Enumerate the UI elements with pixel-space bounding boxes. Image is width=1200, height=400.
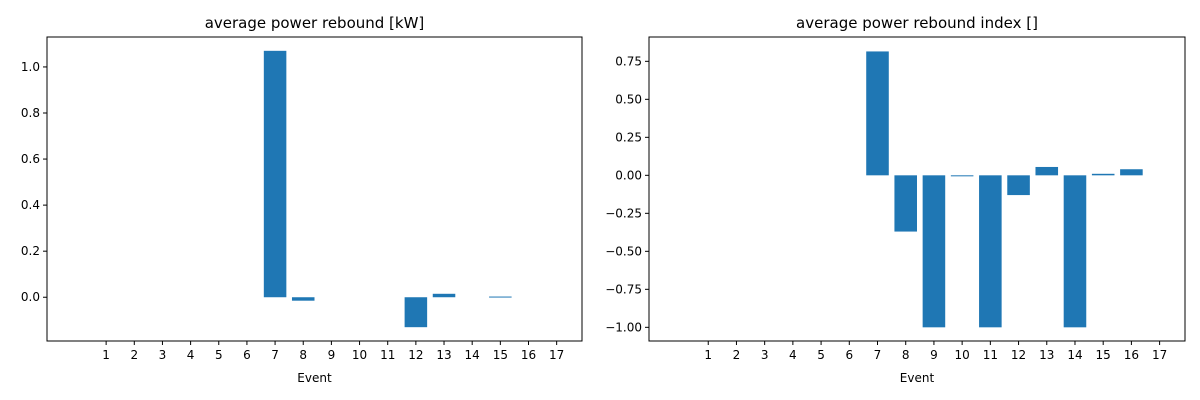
- x-tick-label: 6: [243, 348, 251, 362]
- x-tick-label: 11: [983, 348, 998, 362]
- bar-event-16: [1120, 169, 1143, 176]
- x-tick-label: 13: [1039, 348, 1054, 362]
- bar-event-15: [1091, 173, 1115, 176]
- y-tick-label: −1.00: [605, 320, 642, 334]
- x-tick-label: 5: [215, 348, 223, 362]
- x-tick-label: 17: [1152, 348, 1167, 362]
- x-tick-label: 7: [271, 348, 279, 362]
- y-tick-label: 0.0: [21, 290, 40, 304]
- y-tick-label: 0.6: [21, 152, 40, 166]
- chart-1: 1 2 3 4 5 6 7 8 9 10 11 12 13 14 15 16 170.00.20.40.60.8…: [21, 14, 583, 385]
- x-tick-label: 5: [817, 348, 825, 362]
- y-tick-label: −0.75: [605, 282, 642, 296]
- y-tick-label: 0.25: [615, 130, 642, 144]
- x-tick-label: 12: [1011, 348, 1026, 362]
- x-tick-label: 8: [902, 348, 910, 362]
- x-tick-label: 14: [1067, 348, 1082, 362]
- x-tick-label: 4: [187, 348, 195, 362]
- bar-event-7: [866, 51, 889, 176]
- axes-frame: [648, 36, 1186, 342]
- x-tick-label: 17: [549, 348, 564, 362]
- y-tick-label: 0.8: [21, 106, 40, 120]
- x-tick-label: 16: [1124, 348, 1139, 362]
- chart-2: 1 2 3 4 5 6 7 8 9 10 11 12 13 14 15 16 17−1.00−0.75−0.50…: [605, 14, 1186, 385]
- bar-event-10: [950, 175, 974, 177]
- x-tick-label: 1: [704, 348, 712, 362]
- y-tick-label: 0.4: [21, 198, 40, 212]
- y-tick-label: 0.00: [615, 168, 642, 182]
- y-tick-label: 0.2: [21, 244, 40, 258]
- bar-event-11: [979, 175, 1002, 328]
- x-tick-label: 4: [789, 348, 797, 362]
- x-tick-label: 12: [408, 348, 423, 362]
- x-tick-label: 1: [102, 348, 110, 362]
- bar-event-8: [894, 175, 917, 232]
- bar-event-13: [432, 293, 456, 298]
- x-tick-label: 15: [493, 348, 508, 362]
- x-tick-label: 3: [159, 348, 167, 362]
- x-tick-label: 2: [130, 348, 138, 362]
- bar-event-12: [1007, 175, 1030, 196]
- bar-event-13: [1035, 166, 1059, 176]
- x-tick-label: 16: [521, 348, 536, 362]
- x-tick-label: 14: [465, 348, 480, 362]
- y-tick-label: −0.50: [605, 244, 642, 258]
- x-tick-label: 10: [954, 348, 969, 362]
- x-tick-label: 3: [761, 348, 769, 362]
- x-tick-label: 8: [299, 348, 307, 362]
- bar-event-9: [922, 175, 946, 328]
- x-tick-label: 9: [930, 348, 938, 362]
- bar-event-14: [1063, 175, 1087, 328]
- x-axis-label: Event: [900, 371, 935, 385]
- x-tick-label: 11: [380, 348, 395, 362]
- y-tick-label: 0.75: [615, 54, 642, 68]
- bar-event-15: [489, 296, 512, 298]
- x-axis-label: Event: [297, 371, 332, 385]
- bar-event-8: [291, 297, 315, 301]
- x-tick-label: 9: [328, 348, 336, 362]
- y-tick-label: −0.25: [605, 206, 642, 220]
- x-tick-label: 10: [352, 348, 367, 362]
- y-tick-label: 1.0: [21, 60, 40, 74]
- x-tick-label: 7: [874, 348, 882, 362]
- chart-title: average power rebound index []: [796, 14, 1038, 32]
- bar-event-7: [263, 50, 287, 298]
- x-tick-label: 6: [845, 348, 853, 362]
- x-tick-label: 2: [733, 348, 741, 362]
- axes-frame: [46, 36, 583, 342]
- x-tick-label: 13: [436, 348, 451, 362]
- chart-title: average power rebound [kW]: [205, 14, 425, 32]
- x-tick-label: 15: [1096, 348, 1111, 362]
- y-tick-label: 0.50: [615, 92, 642, 106]
- bar-event-12: [404, 297, 428, 328]
